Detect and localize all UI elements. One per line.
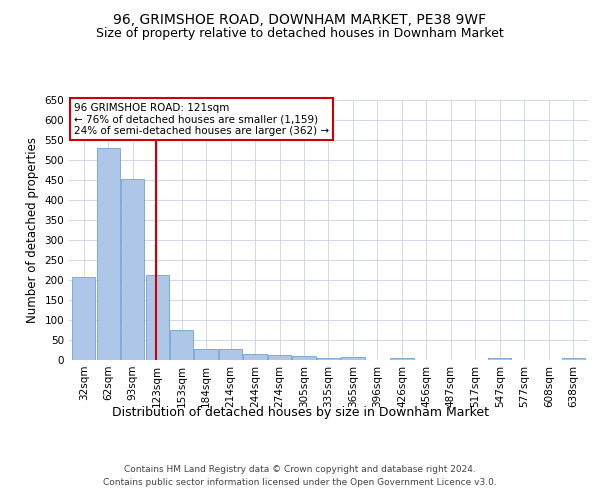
- Bar: [194, 349, 218, 360]
- Bar: [121, 179, 144, 360]
- Bar: [341, 357, 365, 360]
- Y-axis label: Number of detached properties: Number of detached properties: [26, 137, 39, 323]
- Text: Size of property relative to detached houses in Downham Market: Size of property relative to detached ho…: [96, 28, 504, 40]
- Bar: [488, 358, 511, 360]
- Text: 96 GRIMSHOE ROAD: 121sqm
← 76% of detached houses are smaller (1,159)
24% of sem: 96 GRIMSHOE ROAD: 121sqm ← 76% of detach…: [74, 102, 329, 136]
- Text: Contains HM Land Registry data © Crown copyright and database right 2024.: Contains HM Land Registry data © Crown c…: [124, 466, 476, 474]
- Bar: [244, 354, 266, 360]
- Bar: [72, 277, 95, 360]
- Bar: [146, 275, 169, 360]
- Bar: [97, 148, 120, 360]
- Bar: [391, 358, 413, 360]
- Bar: [219, 349, 242, 360]
- Text: Distribution of detached houses by size in Downham Market: Distribution of detached houses by size …: [112, 406, 488, 419]
- Bar: [562, 358, 585, 360]
- Text: 96, GRIMSHOE ROAD, DOWNHAM MARKET, PE38 9WF: 96, GRIMSHOE ROAD, DOWNHAM MARKET, PE38 …: [113, 12, 487, 26]
- Bar: [170, 330, 193, 360]
- Bar: [292, 356, 316, 360]
- Text: Contains public sector information licensed under the Open Government Licence v3: Contains public sector information licen…: [103, 478, 497, 487]
- Bar: [317, 358, 340, 360]
- Bar: [268, 355, 291, 360]
